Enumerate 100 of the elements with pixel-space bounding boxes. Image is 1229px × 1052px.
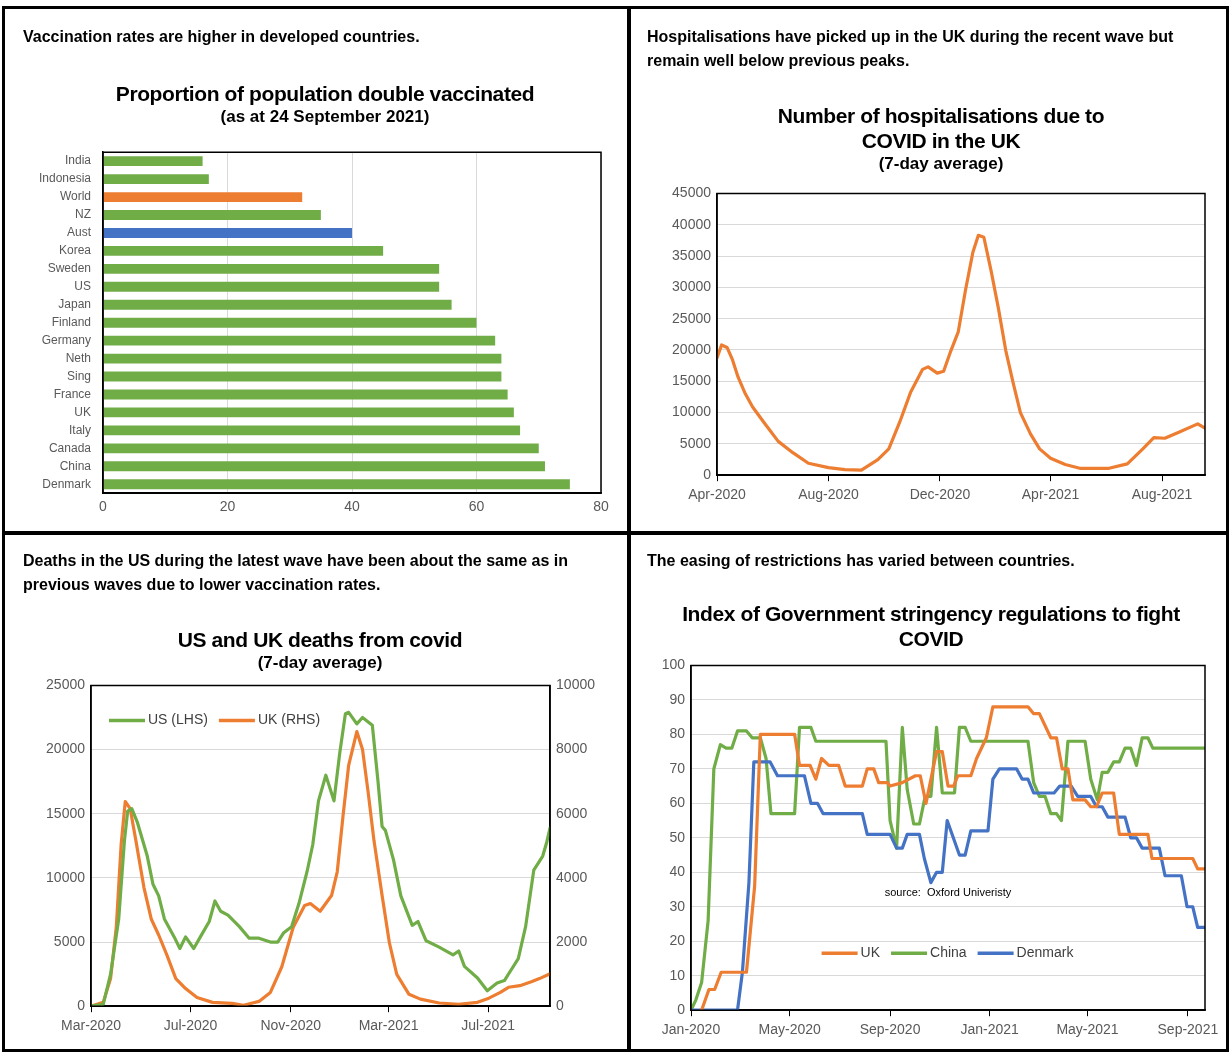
y-tick-label: 70 <box>669 759 686 776</box>
text: The easing of restrictions has varied between countries. <box>647 551 1076 571</box>
bar <box>103 299 452 310</box>
bar <box>103 335 496 346</box>
bar <box>103 461 545 472</box>
bar <box>103 245 384 256</box>
y-tick-label: 10000 <box>672 403 712 420</box>
y-tick-label: 40 <box>669 863 686 880</box>
y-tick-label: 0 <box>703 466 712 483</box>
y-tick-label: UK <box>74 404 91 419</box>
y-tick-label: 80 <box>669 725 686 742</box>
y-tick-label: 0 <box>77 997 86 1014</box>
y2-tick-label: 8000 <box>556 740 588 757</box>
text: Hospitalisations have picked up in the UK during the recent wave but remain well below previous peaks. <box>647 27 1175 71</box>
y-tick-label: 25000 <box>672 309 712 326</box>
y-tick-label: Sweden <box>47 261 91 276</box>
y-tick-label: NZ <box>75 207 91 222</box>
x-tick-label: Nov-2020 <box>260 1017 322 1034</box>
legend-label: US (LHS) <box>148 711 208 728</box>
x-tick-label: May-2020 <box>758 1021 822 1038</box>
bar <box>103 263 440 274</box>
chart-title: Proportion of population double vaccinated <box>114 81 536 106</box>
bar <box>103 407 514 418</box>
y-tick-label: Korea <box>58 243 92 258</box>
bar <box>103 371 502 382</box>
legend-label: UK <box>860 944 881 961</box>
y-tick-label: 10000 <box>46 868 86 885</box>
text: Deaths in the US during the latest wave have been about the same as in previous waves due to lower vaccination rates. <box>23 551 570 595</box>
y-tick-label: 20000 <box>672 340 712 357</box>
x-tick-label: 80 <box>593 498 609 515</box>
x-tick-label: Mar-2021 <box>358 1017 419 1034</box>
y2-tick-label: 6000 <box>556 804 588 821</box>
y-tick-label: Japan <box>58 297 91 312</box>
y-tick-label: Finland <box>51 315 91 330</box>
y-tick-label: 90 <box>669 690 686 707</box>
y2-tick-label: 0 <box>556 997 565 1014</box>
bar <box>103 443 539 454</box>
y-tick-label: China <box>59 458 92 473</box>
y-tick-label: Aust <box>66 225 92 240</box>
legend-label: China <box>930 944 967 961</box>
y-tick-label: Sing <box>66 368 91 383</box>
bar <box>103 479 570 490</box>
x-tick-label: 60 <box>468 498 485 515</box>
y2-tick-label: 2000 <box>556 932 588 949</box>
y-tick-label: Neth <box>65 350 91 365</box>
bar <box>103 389 508 400</box>
bar <box>103 281 440 292</box>
y-tick-label: 30000 <box>672 278 712 295</box>
y-tick-label: US <box>74 279 91 294</box>
chart-subtitle: (as at 24 September 2021) <box>219 106 431 128</box>
x-tick-label: 40 <box>344 498 360 515</box>
x-tick-label: Apr-2021 <box>1021 486 1080 503</box>
y-tick-label: 35000 <box>672 246 712 263</box>
y-tick-label: 20000 <box>46 740 86 757</box>
bar <box>103 210 321 220</box>
y-tick-label: 100 <box>661 656 686 673</box>
y-tick-label: Denmark <box>42 476 92 491</box>
chart-title: Index of Government stringency regulations to fight COVID <box>681 601 1181 651</box>
bar <box>103 425 521 436</box>
chart-title: US and UK deaths from covid <box>176 627 464 652</box>
x-tick-label: Jul-2021 <box>461 1017 516 1034</box>
y-tick-label: India <box>64 153 92 168</box>
y-tick-label: Germany <box>41 332 91 347</box>
legend-label: UK (RHS) <box>257 711 321 728</box>
y-tick-label: Canada <box>48 440 92 455</box>
x-tick-label: Jan-2021 <box>960 1021 1020 1038</box>
x-tick-label: Dec-2020 <box>909 486 971 503</box>
y-tick-label: World <box>59 189 91 204</box>
bar <box>103 192 303 202</box>
bar <box>103 156 203 167</box>
y-tick-label: 5000 <box>679 434 712 451</box>
x-tick-label: Sep-2020 <box>859 1021 921 1038</box>
y-tick-label: 20 <box>669 932 686 949</box>
y-tick-label: 30 <box>669 897 686 914</box>
x-tick-label: 20 <box>219 498 236 515</box>
y-tick-label: 40000 <box>672 215 712 232</box>
bar <box>103 353 502 364</box>
chart-title: Number of hospitalisations due to COVID in the UK <box>776 103 1106 153</box>
y-tick-label: 0 <box>677 1001 686 1018</box>
y-tick-label: 25000 <box>46 676 86 693</box>
x-tick-label: Apr-2020 <box>688 486 747 503</box>
y-tick-label: 5000 <box>53 932 86 949</box>
y-tick-label: 15000 <box>46 804 86 821</box>
legend-label: Denmark <box>1016 944 1075 961</box>
y-tick-label: 60 <box>669 794 686 811</box>
y-tick-label: 50 <box>669 828 686 845</box>
x-tick-label: Aug-2020 <box>798 486 860 503</box>
x-tick-label: May-2021 <box>1056 1021 1119 1038</box>
y-tick-label: 15000 <box>672 372 712 389</box>
y-tick-label: 45000 <box>672 184 712 201</box>
y-tick-label: France <box>53 386 92 401</box>
chart-subtitle: (7-day average) <box>877 153 1005 175</box>
x-tick-label: Aug-2021 <box>1131 486 1193 503</box>
bar <box>103 317 477 328</box>
y2-tick-label: 4000 <box>556 868 588 885</box>
chart-subtitle: (7-day average) <box>256 652 384 674</box>
annotation: source: Oxford Univeristy <box>884 886 1012 898</box>
y-tick-label: 10 <box>669 966 686 983</box>
x-tick-label: Sep-2021 <box>1157 1021 1219 1038</box>
y-tick-label: Italy <box>68 422 91 437</box>
